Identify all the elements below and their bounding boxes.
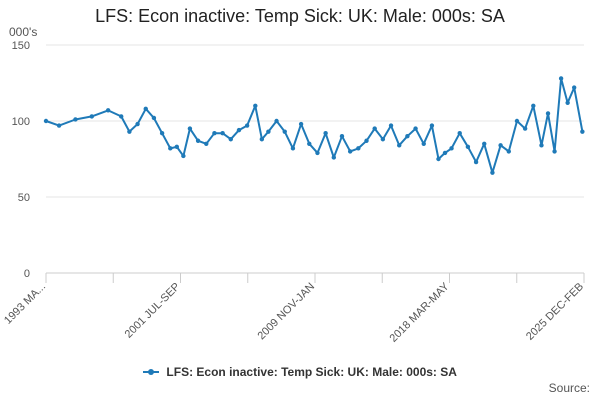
data-point[interactable] bbox=[506, 149, 511, 154]
data-point[interactable] bbox=[571, 85, 577, 90]
y-tick-label: 100 bbox=[12, 116, 30, 128]
data-point[interactable] bbox=[220, 130, 225, 136]
x-tick-label: 2025 DEC-FEB bbox=[524, 281, 586, 343]
data-point[interactable] bbox=[127, 129, 132, 134]
data-point[interactable] bbox=[347, 149, 353, 154]
chart-title: LFS: Econ inactive: Temp Sick: UK: Male:… bbox=[95, 6, 505, 26]
gridlines bbox=[46, 44, 584, 274]
data-point[interactable] bbox=[259, 137, 265, 142]
data-point[interactable] bbox=[405, 134, 410, 139]
x-tick-label: 2009 NOV-JAN bbox=[255, 281, 317, 343]
data-point[interactable] bbox=[228, 137, 233, 142]
data-point[interactable] bbox=[195, 138, 201, 143]
data-point[interactable] bbox=[266, 129, 271, 134]
data-point[interactable] bbox=[490, 170, 495, 175]
data-point[interactable] bbox=[43, 118, 49, 124]
legend-line-icon bbox=[143, 368, 160, 375]
data-point[interactable] bbox=[388, 123, 394, 128]
data-point[interactable] bbox=[421, 141, 426, 146]
data-point[interactable] bbox=[119, 114, 124, 119]
data-point[interactable] bbox=[442, 150, 448, 156]
data-point[interactable] bbox=[236, 127, 242, 133]
data-point[interactable] bbox=[89, 114, 94, 119]
data-point[interactable] bbox=[498, 143, 503, 148]
data-point[interactable] bbox=[181, 153, 186, 159]
data-point[interactable] bbox=[187, 126, 193, 131]
data-point[interactable] bbox=[339, 134, 345, 139]
data-point[interactable] bbox=[457, 130, 462, 136]
data-point[interactable] bbox=[331, 155, 337, 160]
data-point[interactable] bbox=[356, 146, 361, 151]
x-tick-label: 2001 JUL-SEP bbox=[123, 281, 183, 341]
x-tick-label: 1993 MA... bbox=[2, 281, 48, 327]
data-point[interactable] bbox=[539, 143, 544, 148]
data-point[interactable] bbox=[565, 100, 570, 105]
data-point[interactable] bbox=[56, 123, 62, 128]
data-point[interactable] bbox=[372, 126, 377, 131]
data-point[interactable] bbox=[105, 108, 111, 113]
data-point[interactable] bbox=[73, 117, 78, 122]
data-point[interactable] bbox=[436, 156, 441, 162]
data-point[interactable] bbox=[364, 138, 369, 143]
data-point[interactable] bbox=[473, 159, 479, 165]
y-tick-label: 0 bbox=[24, 268, 30, 280]
data-point[interactable] bbox=[380, 137, 386, 142]
data-point[interactable] bbox=[168, 146, 173, 151]
data-point[interactable] bbox=[413, 126, 418, 131]
data-point[interactable] bbox=[307, 141, 312, 146]
axes: 0 50 100 150 1993 MA... 2001 JUL-SEP 2009 NOV-… bbox=[2, 40, 586, 345]
data-point[interactable] bbox=[465, 144, 471, 150]
data-point[interactable] bbox=[244, 123, 250, 128]
y-tick-label: 150 bbox=[12, 40, 30, 52]
data-point[interactable] bbox=[151, 115, 157, 121]
data-point[interactable] bbox=[282, 129, 287, 134]
data-point[interactable] bbox=[514, 118, 520, 124]
data-point[interactable] bbox=[143, 106, 148, 112]
series-line bbox=[45, 77, 584, 174]
data-point[interactable] bbox=[323, 130, 328, 136]
legend-label: LFS: Econ inactive: Temp Sick: UK: Male:… bbox=[166, 365, 457, 379]
y-tick-label: 50 bbox=[18, 192, 30, 204]
data-point[interactable] bbox=[558, 76, 564, 81]
data-point[interactable] bbox=[290, 146, 296, 151]
data-point[interactable] bbox=[253, 103, 258, 109]
data-point[interactable] bbox=[482, 141, 487, 146]
series-layer bbox=[43, 76, 585, 175]
y-axis-unit-label: 000's bbox=[9, 25, 38, 39]
data-point[interactable] bbox=[315, 150, 320, 156]
data-point[interactable] bbox=[397, 143, 402, 148]
data-point[interactable] bbox=[580, 129, 585, 134]
data-point[interactable] bbox=[545, 111, 551, 116]
data-point[interactable] bbox=[135, 121, 140, 127]
legend[interactable]: LFS: Econ inactive: Temp Sick: UK: Male:… bbox=[0, 365, 600, 379]
x-tick-label: 2018 MAR-MAY bbox=[388, 280, 453, 345]
data-point[interactable] bbox=[204, 141, 209, 146]
data-point[interactable] bbox=[449, 146, 454, 151]
data-point[interactable] bbox=[531, 103, 536, 109]
data-point[interactable] bbox=[522, 126, 528, 131]
source-label: Source: bbox=[548, 381, 590, 395]
data-point[interactable] bbox=[274, 118, 279, 124]
data-point[interactable] bbox=[298, 121, 304, 127]
data-point[interactable] bbox=[552, 149, 557, 154]
data-point[interactable] bbox=[174, 144, 180, 150]
data-point[interactable] bbox=[212, 130, 217, 136]
data-point[interactable] bbox=[159, 130, 165, 136]
data-point[interactable] bbox=[429, 123, 435, 128]
